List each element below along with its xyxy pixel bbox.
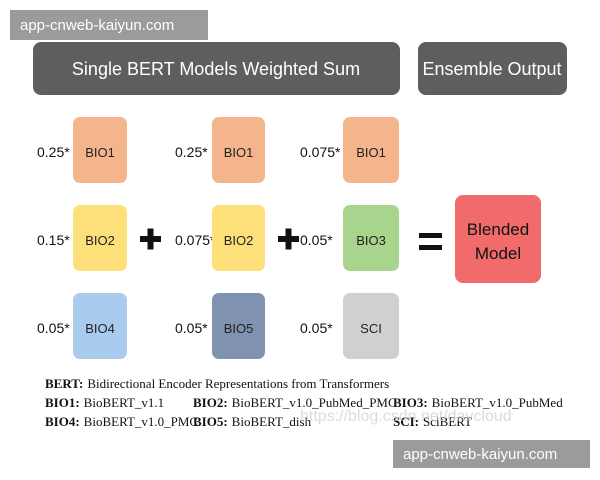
legend-term: BIO1: xyxy=(45,395,80,410)
weight: 0.05* xyxy=(37,320,70,336)
header-box xyxy=(33,42,400,95)
legend-definition: BioBERT_v1.0_PubMed xyxy=(432,395,564,410)
model-label: BIO2 xyxy=(224,233,254,248)
model-box xyxy=(212,117,265,183)
legend-term: SCI: xyxy=(393,414,419,429)
legend-entry: BIO4: BioBERT_v1.0_PMC xyxy=(45,414,198,429)
weight: 0.075* xyxy=(175,232,216,248)
weight: 0.05* xyxy=(300,232,333,248)
legend-definition: BioBERT_v1.0_PMC xyxy=(84,414,198,429)
model-box xyxy=(73,117,127,183)
source-watermark: https://blog.csdn.net/davcloud xyxy=(300,408,512,425)
weight: 0.075* xyxy=(300,144,341,160)
legend-entry: SCI: SciBERT xyxy=(393,414,472,429)
legend-entry: BIO1: BioBERT_v1.1 xyxy=(45,395,164,410)
equals xyxy=(419,245,442,250)
header-title: Single BERT Models Weighted Sum xyxy=(72,59,360,79)
model-box xyxy=(73,293,127,359)
weight: 0.05* xyxy=(175,320,208,336)
weight: 0.05* xyxy=(300,320,333,336)
watermark: app-cnweb-kaiyun.com xyxy=(403,446,557,463)
legend-entry: BIO5: BioBERT_dish xyxy=(193,414,312,429)
model-grid: 0.25* BIO1 0.15* BIO2 0.05* BIO4 0.25* BIO1 0.07… xyxy=(37,117,399,359)
model-label: BIO5 xyxy=(224,321,254,336)
model-box xyxy=(212,293,265,359)
model-label: SCI xyxy=(360,321,382,336)
legend-entry: BERT: Bidirectional Encoder Representatio… xyxy=(45,376,389,391)
weight: 0.25* xyxy=(175,144,208,160)
model-box xyxy=(343,205,399,271)
legend-definition: Bidirectional Encoder Representations fr… xyxy=(87,376,389,391)
legend-term: BIO2: xyxy=(193,395,228,410)
legend: BERT: Bidirectional Encoder Representatio… xyxy=(45,376,563,429)
equals xyxy=(419,233,442,238)
legend-definition: BioBERT_dish xyxy=(232,414,312,429)
plus xyxy=(147,228,154,250)
output-label: Blended xyxy=(467,220,529,239)
model-label: BIO2 xyxy=(85,233,115,248)
weight: 0.25* xyxy=(37,144,70,160)
output-label: Model xyxy=(475,244,521,263)
model-label: BIO1 xyxy=(356,145,386,160)
header-box xyxy=(418,42,567,95)
operators xyxy=(140,228,442,250)
model-box xyxy=(73,205,127,271)
model-label: BIO3 xyxy=(356,233,386,248)
watermark: app-cnweb-kaiyun.com xyxy=(20,17,174,34)
model-box xyxy=(343,117,399,183)
plus xyxy=(285,228,292,250)
model-label: BIO4 xyxy=(85,321,115,336)
model-label: BIO1 xyxy=(224,145,254,160)
model-label: BIO1 xyxy=(85,145,115,160)
legend-term: BIO5: xyxy=(193,414,228,429)
legend-term: BIO4: xyxy=(45,414,80,429)
legend-term: BERT: xyxy=(45,376,83,391)
legend-entry: BIO2: BioBERT_v1.0_PubMed_PMC xyxy=(193,395,397,410)
legend-term: BIO3: xyxy=(393,395,428,410)
legend-definition: BioBERT_v1.0_PubMed_PMC xyxy=(232,395,397,410)
legend-definition: BioBERT_v1.1 xyxy=(84,395,164,410)
legend-definition: SciBERT xyxy=(423,414,472,429)
output-box xyxy=(455,195,541,283)
watermark-box xyxy=(10,10,208,40)
legend-entry: BIO3: BioBERT_v1.0_PubMed xyxy=(393,395,563,410)
weight: 0.15* xyxy=(37,232,70,248)
model-box xyxy=(343,293,399,359)
header-title: Ensemble Output xyxy=(422,59,561,79)
watermark-box xyxy=(393,440,590,468)
model-box xyxy=(212,205,265,271)
